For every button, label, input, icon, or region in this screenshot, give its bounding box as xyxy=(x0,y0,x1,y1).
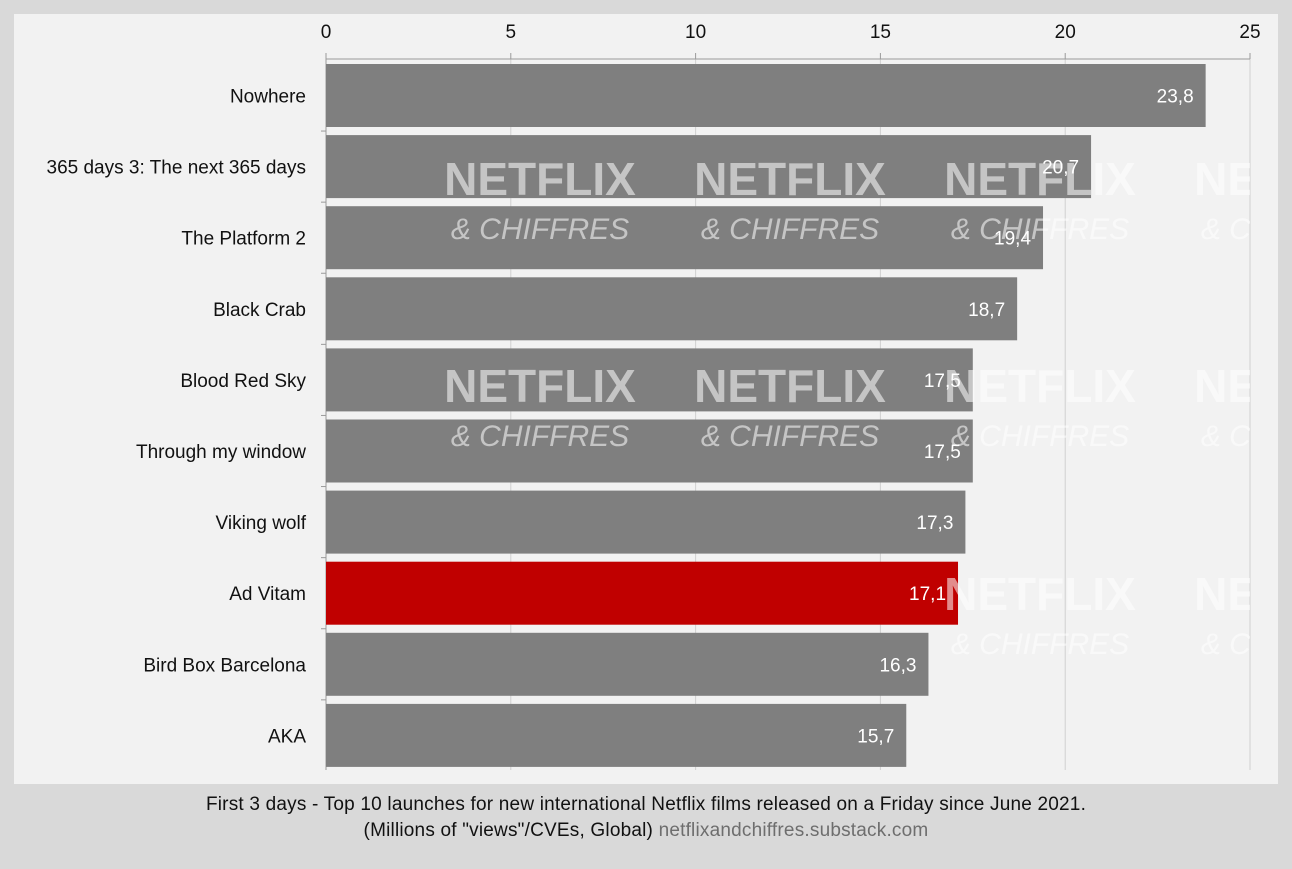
chart-caption: First 3 days - Top 10 launches for new i… xyxy=(0,792,1292,844)
category-label-4: Blood Red Sky xyxy=(180,371,306,392)
watermark-text-4: NETFLIX xyxy=(944,360,1136,412)
value-label-2: 19,4 xyxy=(994,229,1031,250)
watermark-subtext-0: & CHIFFRES xyxy=(951,213,1129,246)
x-tick-label-4: 20 xyxy=(1055,22,1076,43)
x-tick-label-3: 15 xyxy=(870,22,891,43)
bar-1 xyxy=(326,135,1092,199)
watermark-subtext-2: & CHIFFRES xyxy=(701,213,879,246)
watermark-text-5: NETFLIX xyxy=(1194,360,1292,412)
x-tick-label-5: 25 xyxy=(1239,22,1260,43)
category-label-1: 365 days 3: The next 365 days xyxy=(47,158,307,179)
value-label-9: 15,7 xyxy=(857,726,894,747)
caption-line-2: (Millions of "views"/CVEs, Global) netfl… xyxy=(0,818,1292,844)
bar-0 xyxy=(326,64,1206,127)
bar-4 xyxy=(326,348,973,412)
watermark-text-3: NETFLIX xyxy=(444,153,636,205)
watermark-text-6: NETFLIX xyxy=(694,360,886,412)
category-label-0: Nowhere xyxy=(230,87,306,108)
category-label-6: Viking wolf xyxy=(216,513,307,534)
value-label-0: 23,8 xyxy=(1157,87,1194,108)
value-label-1: 20,7 xyxy=(1042,158,1079,179)
category-label-3: Black Crab xyxy=(213,300,306,321)
bar-8 xyxy=(326,632,929,696)
caption-source: netflixandchiffres.substack.com xyxy=(658,820,929,841)
value-label-8: 16,3 xyxy=(879,655,916,676)
value-label-3: 18,7 xyxy=(968,300,1005,321)
caption-units: (Millions of "views"/CVEs, Global) xyxy=(363,820,654,841)
watermark-text-8: NETFLIX xyxy=(944,568,1136,620)
value-label-4: 17,5 xyxy=(924,371,961,392)
watermark-text-9: NETFLIX xyxy=(1194,568,1292,620)
x-tick-label-2: 10 xyxy=(685,22,706,43)
bar-2 xyxy=(326,206,1044,270)
watermark-subtext-4: & CHIFFRES xyxy=(951,420,1129,453)
watermark-subtext-6: & CHIFFRES xyxy=(701,420,879,453)
bar-7 xyxy=(326,561,959,625)
bar-9 xyxy=(326,703,907,767)
x-tick-label-1: 5 xyxy=(506,22,517,43)
bar-6 xyxy=(326,490,966,554)
category-label-8: Bird Box Barcelona xyxy=(143,655,306,676)
bar-3 xyxy=(326,277,1018,341)
value-label-6: 17,3 xyxy=(916,513,953,534)
value-label-5: 17,5 xyxy=(924,442,961,463)
watermark-subtext-1: & CHIFFRES xyxy=(1201,213,1292,246)
watermark-subtext-5: & CHIFFRES xyxy=(1201,420,1292,453)
bar-5 xyxy=(326,419,973,483)
watermark-subtext-8: & CHIFFRES xyxy=(951,628,1129,661)
x-tick-label-0: 0 xyxy=(321,22,332,43)
watermark-text-1: NETFLIX xyxy=(1194,153,1292,205)
watermark-text-0: NETFLIX xyxy=(944,153,1136,205)
category-label-9: AKA xyxy=(268,726,306,747)
watermark: NETFLIX & CHIFFRES NETFLIX & CHIFFRES NETFLI… xyxy=(444,153,1292,661)
watermark-subtext-9: & CHIFFRES xyxy=(1201,628,1292,661)
watermark-subtext-7: & CHIFFRES xyxy=(451,420,629,453)
watermark-text-7: NETFLIX xyxy=(444,360,636,412)
category-label-2: The Platform 2 xyxy=(181,229,306,250)
caption-line-1: First 3 days - Top 10 launches for new i… xyxy=(205,794,1087,815)
category-label-7: Ad Vitam xyxy=(229,584,306,605)
category-label-5: Through my window xyxy=(136,442,306,463)
watermark-text-2: NETFLIX xyxy=(694,153,886,205)
watermark-subtext-3: & CHIFFRES xyxy=(451,213,629,246)
value-label-7: 17,1 xyxy=(909,584,946,605)
